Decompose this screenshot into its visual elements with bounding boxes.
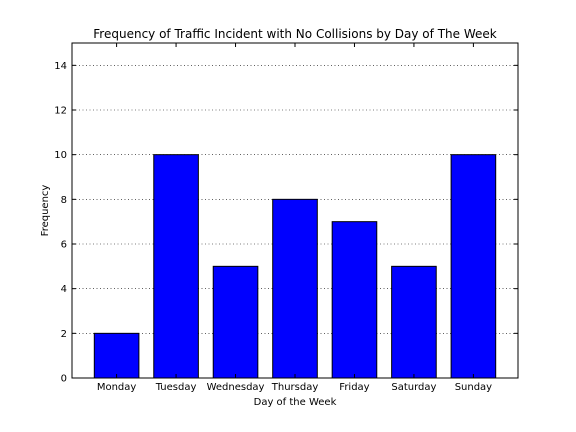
y-axis-label: Frequency xyxy=(40,185,51,237)
y-tick-label: 10 xyxy=(54,150,67,161)
x-tick-label: Friday xyxy=(339,382,369,393)
x-tick-label: Saturday xyxy=(391,382,436,393)
chart-title: Frequency of Traffic Incident with No Co… xyxy=(93,27,496,41)
bar-monday xyxy=(93,332,140,379)
bar-thursday xyxy=(272,198,318,379)
bars xyxy=(93,154,497,379)
bar-friday xyxy=(331,221,378,379)
bar-tuesday xyxy=(153,154,199,379)
bar-wednesday xyxy=(212,265,259,379)
x-tick-label: Thursday xyxy=(271,382,319,393)
y-tick-label: 14 xyxy=(54,61,67,72)
x-tick-label: Tuesday xyxy=(155,382,197,393)
y-tick-label: 6 xyxy=(61,240,67,251)
y-tick-label: 0 xyxy=(61,374,67,385)
x-axis-label: Day of the Week xyxy=(254,397,337,408)
gridlines xyxy=(72,65,518,334)
x-tick-label: Sunday xyxy=(455,382,492,393)
bar-saturday xyxy=(391,265,437,379)
x-tick-label: Wednesday xyxy=(207,382,265,393)
y-tick-label: 2 xyxy=(61,329,67,340)
y-tick-label: 12 xyxy=(54,106,67,117)
bar-sunday xyxy=(450,154,497,379)
ticks: 0 2 4 6 8 10 12 14 Monday Tuesday Wednesday Thursda… xyxy=(54,43,518,393)
y-tick-label: 4 xyxy=(61,284,67,295)
y-tick-label: 8 xyxy=(61,195,67,206)
x-tick-label: Monday xyxy=(97,382,137,393)
